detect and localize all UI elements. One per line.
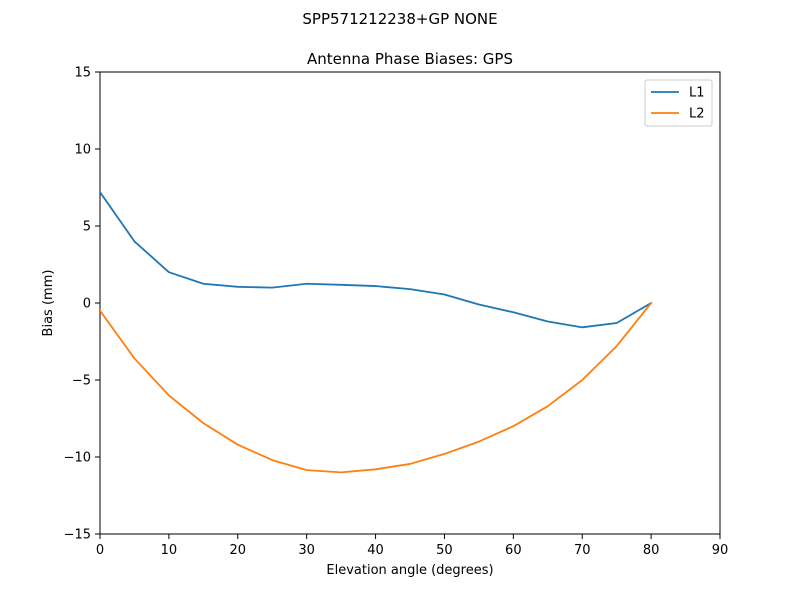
series-layer (100, 190, 653, 474)
x-tick-label: 60 (505, 543, 522, 558)
figure-suptitle: SPP571212238+GP NONE (302, 10, 497, 28)
x-tick-label: 0 (96, 543, 104, 558)
x-axis-label: Elevation angle (degrees) (326, 563, 493, 578)
x-tick-label: 70 (574, 543, 591, 558)
y-axis-ticks: −15 −10 −5 0 5 10 15 (64, 66, 100, 543)
plot-frame (99, 71, 721, 535)
x-tick-label: 50 (436, 543, 453, 558)
x-tick-label: 10 (161, 543, 178, 558)
x-tick-label: 90 (712, 543, 729, 558)
y-tick-label: −5 (72, 374, 91, 389)
plot-area (99, 71, 721, 535)
legend-label-l2: L2 (689, 107, 705, 122)
x-tick-label: 80 (643, 543, 660, 558)
y-tick-label: 15 (74, 66, 91, 81)
series-line-l1 (100, 190, 653, 329)
y-tick-label: 10 (74, 143, 91, 158)
chart-title: Antenna Phase Biases: GPS (307, 50, 513, 68)
legend-label-l1: L1 (689, 86, 705, 101)
y-tick-label: −10 (64, 451, 91, 466)
x-tick-label: 40 (367, 543, 384, 558)
x-tick-label: 30 (298, 543, 315, 558)
y-tick-label: 5 (83, 220, 91, 235)
y-tick-label: −15 (64, 528, 91, 543)
y-tick-label: 0 (83, 297, 91, 312)
x-axis-ticks: 0 10 20 30 40 50 60 70 80 90 (96, 534, 728, 558)
series-line-l2 (100, 301, 653, 474)
y-axis-label: Bias (mm) (41, 270, 56, 337)
x-tick-label: 20 (230, 543, 247, 558)
